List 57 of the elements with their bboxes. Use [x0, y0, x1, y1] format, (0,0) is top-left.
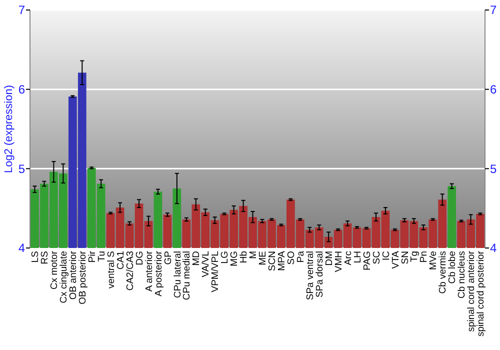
y-axis-title: Log2 (expression) — [2, 84, 15, 174]
x-tick-label: GP — [162, 251, 174, 265]
x-tick-label: ME — [258, 251, 269, 266]
x-tick-label: Cb lobe — [447, 251, 458, 284]
x-tick-label: SO — [286, 251, 297, 265]
x-tick-label: VA/VL — [200, 251, 212, 278]
x-tick-label: VTA — [390, 250, 402, 269]
x-tick-label: LG — [220, 251, 231, 264]
y2-tick-label: 4 — [490, 241, 497, 256]
x-tick-label: IC — [380, 250, 392, 260]
x-tick-label: LH — [352, 250, 364, 264]
x-tick-label: OB posterior — [77, 251, 88, 304]
x-tick-label: Hb — [238, 251, 250, 264]
x-tick-label: Tg — [409, 251, 420, 262]
x-tick-label: SCN — [267, 250, 278, 272]
x-tick-label: CPu lateral — [172, 251, 184, 298]
x-tick-label: MG — [229, 251, 240, 266]
y2-tick-label: 7 — [490, 3, 497, 18]
x-tick-label: CPu medial — [182, 251, 193, 300]
x-tick-label: Cb vermis — [438, 250, 449, 294]
x-tick-label: Cb nucleus — [456, 250, 468, 299]
y-tick-label: 7 — [18, 3, 26, 18]
x-tick-label: MVe — [428, 251, 440, 270]
x-tick-label: MD — [191, 250, 202, 266]
x-tick-label: SPa dorsal — [314, 251, 326, 298]
x-tick-label: Cx motor — [49, 251, 60, 290]
x-tick-label: PAG — [362, 251, 373, 270]
x-tick-label: SN — [400, 250, 411, 264]
x-tick-label: ventral S — [106, 251, 117, 288]
x-tick-label: DG — [134, 251, 146, 266]
x-tick-label: SPa ventral — [304, 251, 316, 300]
x-tick-label: Cx cingulate — [58, 251, 70, 304]
x-tick-label: M — [248, 250, 260, 259]
x-tick-label: MPA — [276, 250, 288, 271]
x-tick-label: CA1 — [115, 251, 126, 270]
x-tick-label: DM — [324, 250, 335, 266]
y-tick-label: 6 — [18, 82, 26, 97]
x-tick-label: Tu — [96, 251, 108, 262]
x-tick-label: Pn — [418, 251, 430, 263]
x-tick-label: Pa — [295, 250, 306, 263]
x-tick-label: Pir — [86, 251, 98, 263]
x-tick-label: CA2/CA3 — [124, 251, 136, 291]
x-tick-label: VMH — [333, 250, 344, 272]
y-tick-label: 5 — [18, 162, 26, 176]
x-tick-label: LS — [30, 251, 42, 263]
x-tick-label: spinal cord anterior — [466, 251, 478, 332]
y-tick-label: 4 — [18, 241, 26, 256]
x-tick-label: RS — [40, 251, 51, 264]
x-tick-label: OB anterior — [68, 251, 79, 300]
y2-tick-label: 5 — [490, 162, 497, 176]
y2-tick-label: 6 — [490, 82, 497, 97]
x-tick-label: A anterior — [144, 251, 155, 292]
x-tick-label: A posterior — [153, 251, 164, 296]
x-tick-label: VPM/VPL — [210, 251, 222, 292]
x-tick-label: spinal cord posterior — [476, 251, 487, 337]
x-tick-label: SC — [371, 250, 382, 264]
x-tick-label: Arc — [342, 250, 354, 266]
